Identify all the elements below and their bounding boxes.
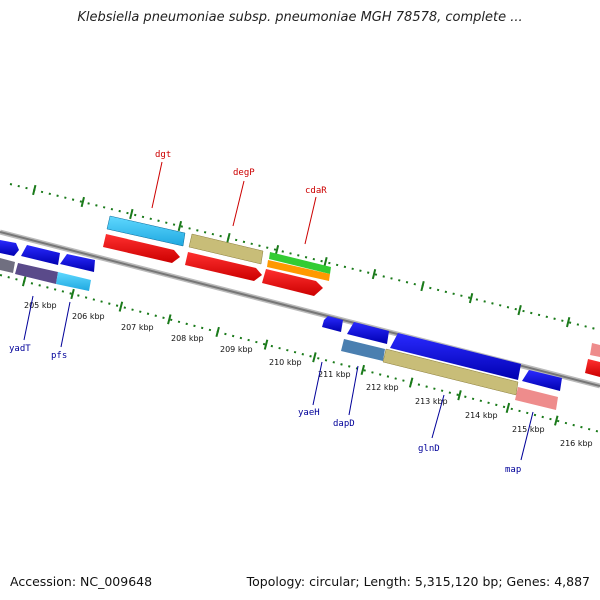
major-tick — [323, 256, 328, 268]
reverse-gene-labels: yadT pfs yaeH dapD glnD map — [9, 295, 534, 475]
gene-feature-olive[interactable] — [382, 348, 519, 396]
gene-feature-gray[interactable] — [0, 258, 15, 273]
kbp-label: 209 kbp — [220, 345, 253, 354]
major-tick — [263, 339, 269, 350]
major-tick — [167, 314, 172, 325]
kbp-label: 214 kbp — [465, 411, 498, 420]
major-tick — [21, 276, 27, 287]
major-tick — [226, 232, 231, 244]
gene-feature-pink[interactable] — [590, 343, 600, 357]
gene-feature-pink[interactable] — [515, 387, 558, 410]
major-tick — [215, 326, 220, 338]
accession-text: Accession: NC_009648 — [10, 574, 153, 589]
gene-label-yadT[interactable]: yadT — [9, 344, 31, 354]
gene-feature-red[interactable] — [262, 269, 323, 296]
kbp-label: 206 kbp — [72, 312, 105, 321]
gene-feature-blue[interactable] — [0, 240, 19, 256]
major-tick — [80, 196, 85, 208]
kbp-label: 216 kbp — [560, 439, 593, 448]
left-genes — [0, 240, 95, 291]
major-tick — [118, 301, 124, 312]
gene-label-cdaR[interactable]: cdaR — [305, 186, 327, 196]
gene-label-glnD[interactable]: glnD — [418, 444, 440, 454]
major-tick — [177, 220, 183, 232]
gene-feature-steel[interactable] — [341, 339, 385, 361]
upper-major-ticks — [32, 184, 571, 328]
gene-label-degP[interactable]: degP — [233, 168, 255, 178]
kbp-label: 207 kbp — [121, 323, 154, 332]
gene-feature-orange[interactable] — [267, 260, 330, 281]
gene-feature-green[interactable] — [269, 252, 331, 274]
major-tick — [312, 352, 317, 363]
gene-feature-cyan[interactable] — [106, 215, 186, 247]
major-tick — [468, 293, 474, 304]
forward-gene-labels: dgt degP cdaR — [151, 150, 327, 245]
gene-feature-olive[interactable] — [188, 233, 264, 265]
major-tick — [505, 402, 511, 413]
gene-feature-red[interactable] — [185, 252, 262, 281]
major-tick — [274, 244, 280, 256]
major-tick — [129, 208, 134, 220]
major-tick — [554, 415, 559, 426]
major-tick — [408, 377, 414, 388]
forward-strand-genes — [103, 215, 331, 296]
gene-feature-red[interactable] — [103, 234, 180, 263]
major-tick — [32, 184, 37, 196]
gene-feature-blue[interactable] — [60, 254, 95, 272]
map-title: Klebsiella pneumoniae subsp. pneumoniae … — [77, 10, 523, 25]
gene-label-map[interactable]: map — [505, 465, 521, 475]
kbp-label: 208 kbp — [171, 334, 204, 343]
gene-feature-blue[interactable] — [322, 316, 343, 332]
major-tick — [517, 305, 522, 316]
major-tick — [420, 280, 425, 292]
gene-label-pfs[interactable]: pfs — [51, 351, 67, 361]
gene-feature-purple[interactable] — [15, 263, 58, 284]
reverse-strand-genes — [322, 316, 600, 410]
kbp-label: 205 kbp — [24, 301, 57, 310]
gene-label-yaeH[interactable]: yaeH — [298, 408, 320, 418]
lower-major-ticks — [21, 276, 559, 426]
gene-feature-red[interactable] — [585, 359, 600, 377]
major-tick — [360, 364, 366, 376]
gene-label-dapD[interactable]: dapD — [333, 419, 355, 429]
gene-feature-blue[interactable] — [347, 322, 389, 344]
kbp-label: 210 kbp — [269, 358, 302, 367]
gene-label-dgt[interactable]: dgt — [155, 150, 171, 160]
kbp-label: 211 kbp — [318, 370, 351, 379]
gene-feature-blue[interactable] — [522, 370, 562, 391]
major-tick — [371, 268, 377, 280]
gene-feature-cyan[interactable] — [56, 272, 91, 291]
major-tick — [457, 390, 462, 401]
kbp-label: 213 kbp — [415, 397, 448, 406]
major-tick — [565, 317, 571, 328]
kbp-label: 212 kbp — [366, 383, 399, 392]
major-tick — [70, 288, 75, 300]
gene-feature-blue[interactable] — [21, 245, 60, 265]
genome-info-text: Topology: circular; Length: 5,315,120 bp… — [246, 574, 590, 589]
gene-feature-blue[interactable] — [390, 333, 521, 380]
